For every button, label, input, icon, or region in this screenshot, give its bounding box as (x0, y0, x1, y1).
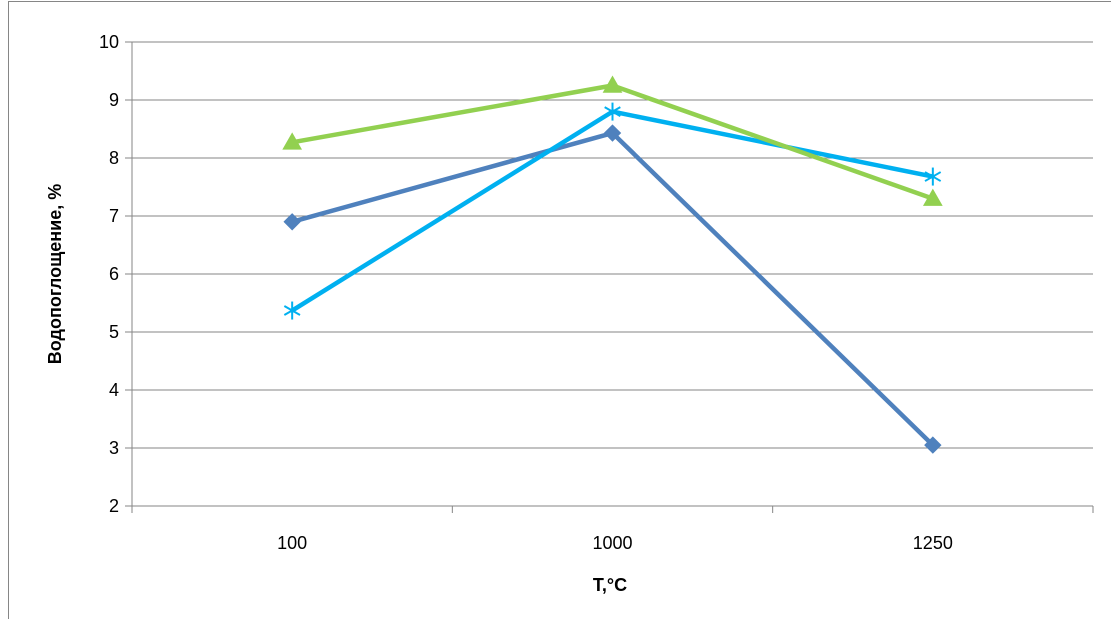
data-point-triangle (282, 132, 303, 150)
y-tick-label: 6 (109, 264, 119, 284)
data-point-diamond (283, 213, 301, 231)
y-tick-label: 8 (109, 148, 119, 168)
y-tick-label: 4 (109, 380, 119, 400)
data-point-triangle (922, 188, 943, 206)
x-tick-label: 100 (277, 533, 307, 553)
series-line (289, 130, 936, 448)
data-point-asterisk (604, 102, 621, 121)
data-point-asterisk (283, 301, 301, 320)
data-point-diamond (603, 124, 622, 142)
chart-frame: 2 3 4 5 6 7 8 9 10 100 1000 1250 Водопоглощение, %… (8, 1, 1111, 619)
y-tick-label: 2 (109, 496, 119, 516)
x-axis-title: T,°C (593, 575, 627, 595)
x-tick-label: 1000 (592, 533, 632, 553)
data-point-diamond (924, 436, 942, 454)
series-group (282, 75, 943, 454)
y-tick-labels: 2 3 4 5 6 7 8 9 10 (99, 32, 119, 516)
series-line (289, 83, 936, 201)
y-tick-label: 7 (109, 206, 119, 226)
y-axis-title: Водопоглощение, % (45, 184, 65, 364)
line-chart: 2 3 4 5 6 7 8 9 10 100 1000 1250 Водопоглощение, %… (45, 32, 1094, 595)
data-point-triangle (602, 75, 623, 93)
y-tick-label: 5 (109, 322, 119, 342)
x-tick-labels: 100 1000 1250 (277, 533, 953, 553)
y-tick-label: 9 (109, 90, 119, 110)
axes (125, 41, 1094, 513)
y-tick-label: 3 (109, 438, 119, 458)
y-tick-label: 10 (99, 32, 119, 52)
x-tick-label: 1250 (913, 533, 953, 553)
data-point-asterisk (924, 167, 942, 186)
